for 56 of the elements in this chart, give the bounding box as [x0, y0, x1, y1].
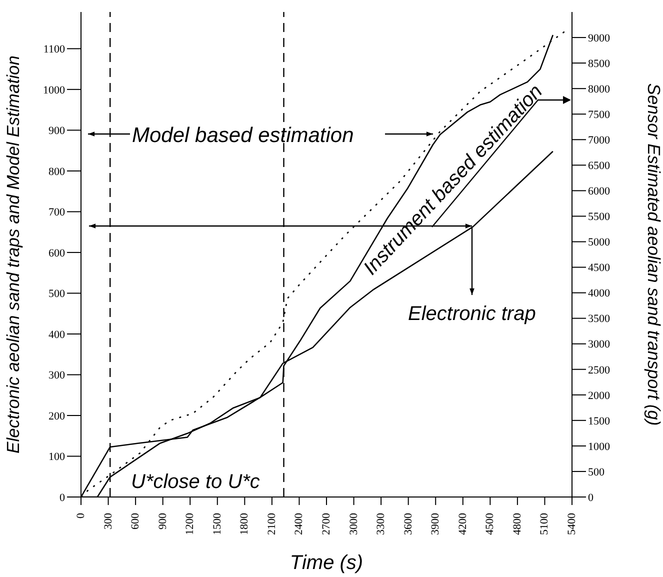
y-tick-label: 300	[48, 370, 66, 382]
x-tick-label: 1800	[238, 512, 251, 535]
y-tick-label: 400	[48, 328, 66, 341]
x-tick-label: 3300	[375, 512, 388, 535]
x-tick-label: 4200	[456, 512, 469, 535]
y2-tick-label: 6500	[588, 160, 610, 172]
x-tick-label: 3600	[402, 512, 414, 535]
y2-tick-label: 8000	[588, 83, 610, 96]
y2-tick-label: 9000	[588, 32, 610, 44]
y2-tick-label: 6000	[588, 186, 610, 198]
x-tick-label: 4800	[511, 512, 524, 535]
y-tick-label: 1000	[43, 84, 66, 96]
y2-tick-label: 1500	[588, 415, 610, 428]
x-tick-label: 1500	[211, 512, 224, 535]
x-tick-label: 600	[130, 512, 142, 530]
annotation: Electronic trap	[408, 303, 536, 325]
x-tick-label: 5100	[538, 512, 551, 535]
y-tick-label: 800	[48, 166, 66, 178]
y2-tick-label: 3500	[588, 313, 610, 326]
x-tick-label: 900	[156, 512, 169, 530]
x-tick-label: 1200	[184, 512, 196, 535]
x-axis-title: Time (s)	[290, 552, 364, 574]
x-tick-label: 0	[75, 512, 87, 518]
x-tick-label: 3900	[430, 512, 442, 535]
y-tick-label: 900	[48, 125, 66, 138]
x-tick-label: 2700	[320, 512, 332, 535]
y2-tick-label: 7500	[588, 109, 610, 122]
x-tick-label: 2100	[266, 512, 278, 535]
y-tick-label: 1100	[43, 44, 66, 56]
y2-tick-label: 4000	[588, 288, 610, 300]
y2-tick-label: 2000	[588, 390, 610, 402]
y-tick-label: 0	[60, 492, 66, 504]
y2-tick-label: 5000	[588, 236, 610, 249]
annotation: U*close to U*c	[131, 471, 260, 493]
y2-tick-label: 2500	[588, 364, 610, 376]
y-tick-label: 600	[48, 247, 66, 260]
y2-tick-label: 4500	[588, 262, 610, 274]
y2-tick-label: 5500	[588, 211, 610, 224]
y2-tick-label: 0	[588, 492, 594, 504]
y-tick-label: 200	[48, 410, 66, 422]
y-tick-label: 100	[48, 451, 66, 464]
y2-axis-title: Sensor Estimated aeolian sand transport (g)	[644, 83, 663, 426]
y-tick-label: 700	[48, 206, 66, 219]
x-tick-label: 2400	[293, 512, 306, 535]
y2-tick-label: 8500	[588, 58, 610, 70]
x-tick-label: 300	[102, 512, 114, 530]
x-tick-label: 3000	[348, 512, 360, 535]
x-tick-label: 5400	[566, 512, 578, 535]
y2-tick-label: 3000	[588, 338, 610, 351]
y-tick-label: 500	[48, 288, 66, 300]
annotation: Model based estimation	[132, 124, 354, 147]
y-axis-title: Electronic aeolian sand traps and Model Estimation	[3, 56, 24, 454]
y2-tick-label: 7000	[588, 134, 610, 147]
y2-tick-label: 500	[588, 466, 605, 478]
x-tick-label: 4500	[484, 512, 496, 535]
y2-tick-label: 1000	[588, 440, 610, 453]
